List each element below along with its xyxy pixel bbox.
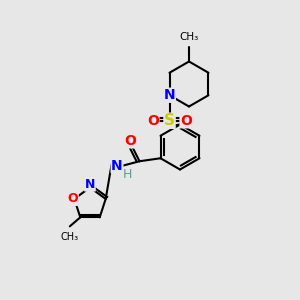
Text: CH₃: CH₃ — [61, 232, 79, 242]
Text: O: O — [68, 192, 78, 206]
Text: S: S — [164, 113, 175, 128]
Text: N: N — [164, 88, 175, 102]
Text: N: N — [85, 178, 95, 191]
Text: O: O — [124, 134, 136, 148]
Text: O: O — [147, 114, 159, 128]
Text: O: O — [180, 114, 192, 128]
Text: H: H — [123, 168, 132, 181]
Text: CH₃: CH₃ — [179, 32, 199, 42]
Text: N: N — [111, 159, 123, 173]
